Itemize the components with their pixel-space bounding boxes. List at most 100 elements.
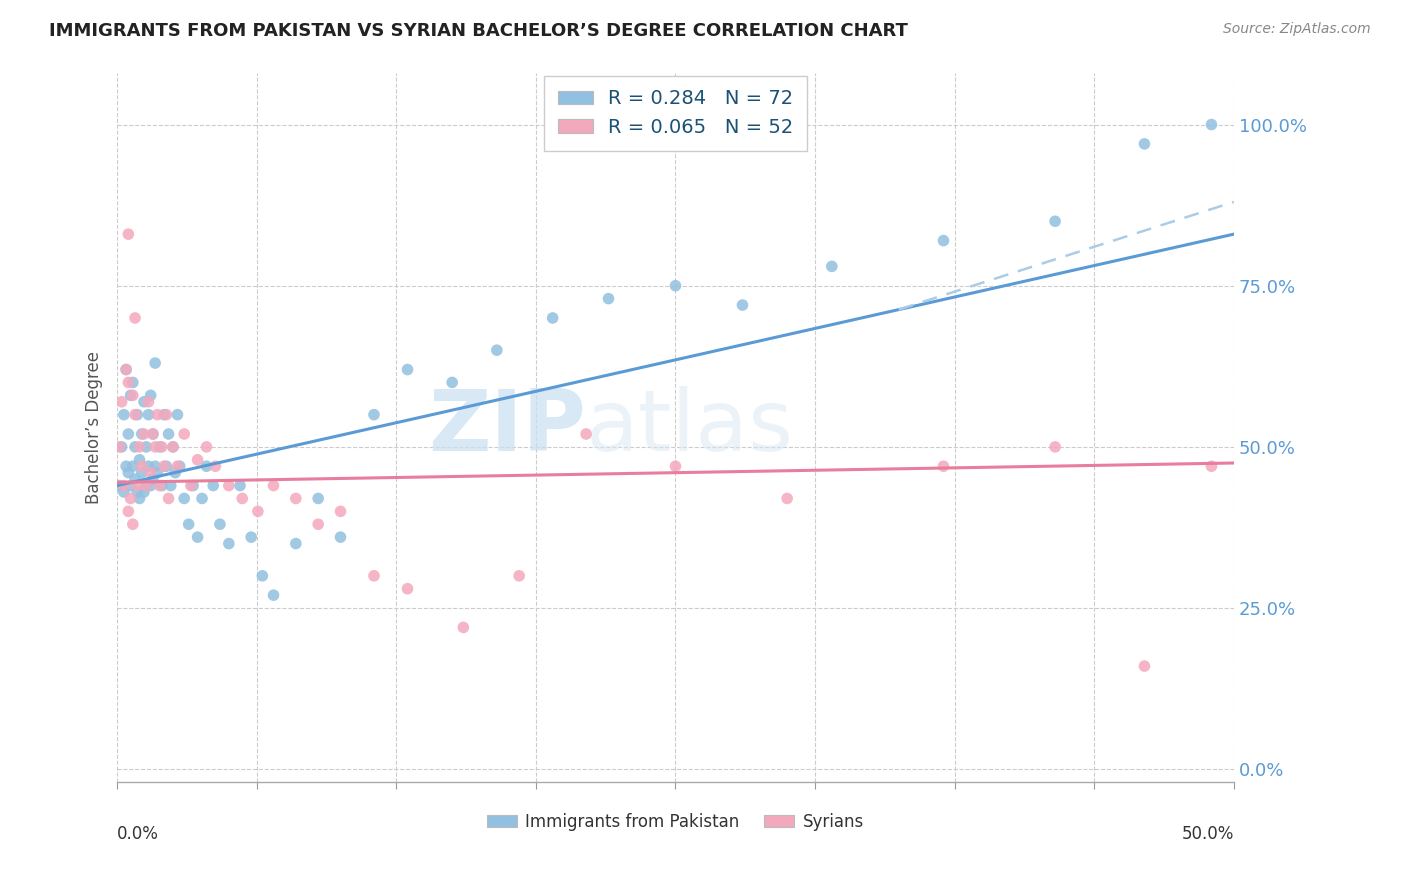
Point <box>187 530 209 544</box>
Point <box>162 440 184 454</box>
Point <box>120 478 142 492</box>
Point <box>128 440 150 454</box>
Point <box>173 491 195 506</box>
Point <box>263 478 285 492</box>
Point <box>821 260 844 274</box>
Point <box>284 491 307 506</box>
Point <box>202 478 225 492</box>
Point <box>135 478 157 492</box>
Point <box>112 485 135 500</box>
Point <box>165 466 187 480</box>
Point <box>329 504 352 518</box>
Point <box>127 478 149 492</box>
Point <box>115 362 138 376</box>
Point <box>112 478 135 492</box>
Point <box>263 588 285 602</box>
Point <box>115 362 138 376</box>
Point <box>108 440 131 454</box>
Point <box>396 362 419 376</box>
Point <box>1133 136 1156 151</box>
Point <box>169 459 191 474</box>
Point <box>117 466 139 480</box>
Point <box>132 485 155 500</box>
Point <box>932 234 955 248</box>
Text: 50.0%: 50.0% <box>1181 825 1234 843</box>
Point <box>218 478 240 492</box>
Point <box>121 376 143 390</box>
Point <box>240 530 263 544</box>
Point <box>138 459 160 474</box>
Point <box>329 530 352 544</box>
Point <box>127 485 149 500</box>
Point <box>485 343 508 358</box>
Point <box>155 408 177 422</box>
Point <box>664 459 686 474</box>
Point <box>124 408 146 422</box>
Point <box>191 491 214 506</box>
Point <box>139 478 162 492</box>
Text: atlas: atlas <box>586 386 794 469</box>
Point <box>541 310 564 325</box>
Point <box>135 440 157 454</box>
Point <box>441 376 464 390</box>
Point <box>138 408 160 422</box>
Point <box>143 356 166 370</box>
Point <box>252 569 274 583</box>
Point <box>1043 440 1066 454</box>
Point <box>153 459 176 474</box>
Point <box>142 427 165 442</box>
Point <box>664 278 686 293</box>
Point <box>142 427 165 442</box>
Point <box>121 388 143 402</box>
Point <box>204 459 226 474</box>
Point <box>132 394 155 409</box>
Point <box>117 427 139 442</box>
Point <box>229 478 252 492</box>
Point <box>1133 659 1156 673</box>
Text: IMMIGRANTS FROM PAKISTAN VS SYRIAN BACHELOR’S DEGREE CORRELATION CHART: IMMIGRANTS FROM PAKISTAN VS SYRIAN BACHE… <box>49 22 908 40</box>
Point <box>231 491 253 506</box>
Point <box>149 440 172 454</box>
Point <box>155 459 177 474</box>
Point <box>180 478 202 492</box>
Point <box>138 394 160 409</box>
Text: 0.0%: 0.0% <box>117 825 159 843</box>
Point <box>932 459 955 474</box>
Point <box>120 491 142 506</box>
Point <box>153 408 176 422</box>
Point <box>159 478 181 492</box>
Point <box>181 478 204 492</box>
Text: ZIP: ZIP <box>429 386 586 469</box>
Point <box>575 427 598 442</box>
Point <box>124 472 146 486</box>
Point <box>124 440 146 454</box>
Point <box>112 408 135 422</box>
Text: Source: ZipAtlas.com: Source: ZipAtlas.com <box>1223 22 1371 37</box>
Point <box>139 388 162 402</box>
Point <box>117 504 139 518</box>
Point <box>131 427 153 442</box>
Point <box>187 452 209 467</box>
Point <box>284 536 307 550</box>
Point <box>508 569 530 583</box>
Point <box>131 459 153 474</box>
Y-axis label: Bachelor’s Degree: Bachelor’s Degree <box>86 351 103 504</box>
Point <box>150 478 173 492</box>
Point <box>195 459 218 474</box>
Point <box>121 459 143 474</box>
Point <box>1201 459 1223 474</box>
Point <box>128 491 150 506</box>
Point <box>307 491 329 506</box>
Point <box>166 408 188 422</box>
Point <box>132 427 155 442</box>
Point <box>146 466 169 480</box>
Point <box>121 517 143 532</box>
Point <box>166 459 188 474</box>
Point <box>150 440 173 454</box>
Point <box>246 504 269 518</box>
Point <box>218 536 240 550</box>
Point <box>195 440 218 454</box>
Point <box>131 466 153 480</box>
Point <box>128 452 150 467</box>
Point <box>453 620 475 634</box>
